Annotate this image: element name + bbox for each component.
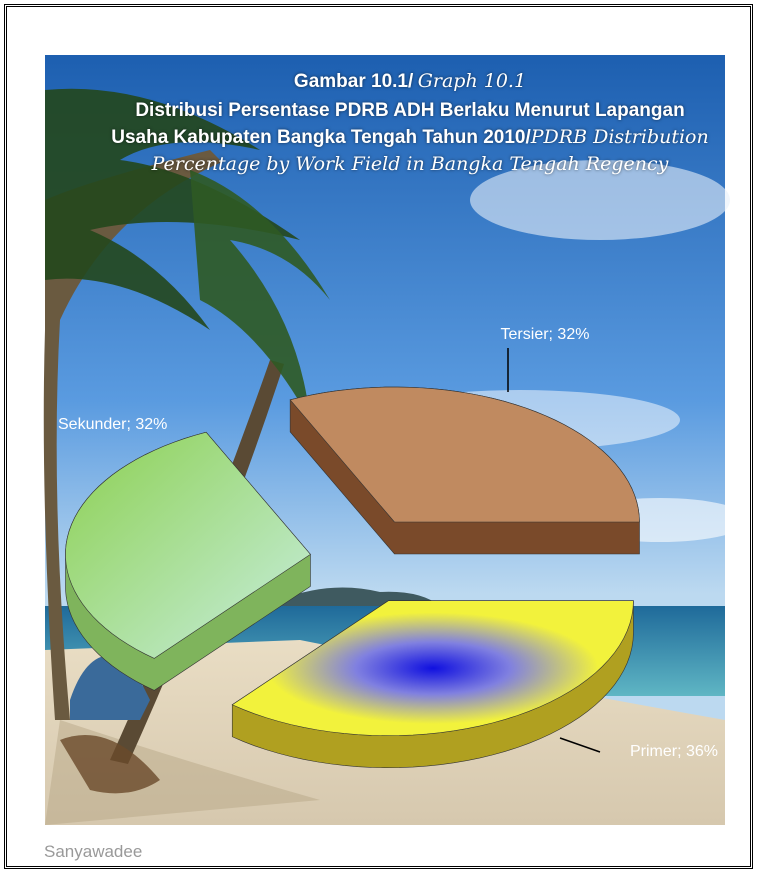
data-label: Tersier; 32%: [501, 326, 590, 343]
leader-line: [559, 737, 601, 753]
chart-subtitle: Distribusi Persentase PDRB ADH Berlaku M…: [111, 100, 685, 148]
slice: [231, 600, 634, 737]
frame: [4, 4, 753, 869]
slice: [289, 386, 640, 523]
chart-title: Gambar 10.1/: [293, 71, 414, 92]
data-label: Sekunder; 32%: [58, 416, 167, 433]
chart-subtitle-en: PDRB Distribution Percentage by Work Fie…: [151, 126, 709, 175]
photo-credit: Sanyawadee: [44, 842, 143, 861]
pie: Primer; 36% Sekunder; 32% Tersier; 32%: [58, 326, 718, 769]
titles: Gambar 10.1/ Graph 10.1 Distribusi Perse…: [110, 68, 710, 178]
chart-title-en: Graph 10.1: [417, 70, 527, 92]
data-label: Primer; 36%: [630, 743, 718, 760]
slice: [65, 431, 311, 659]
